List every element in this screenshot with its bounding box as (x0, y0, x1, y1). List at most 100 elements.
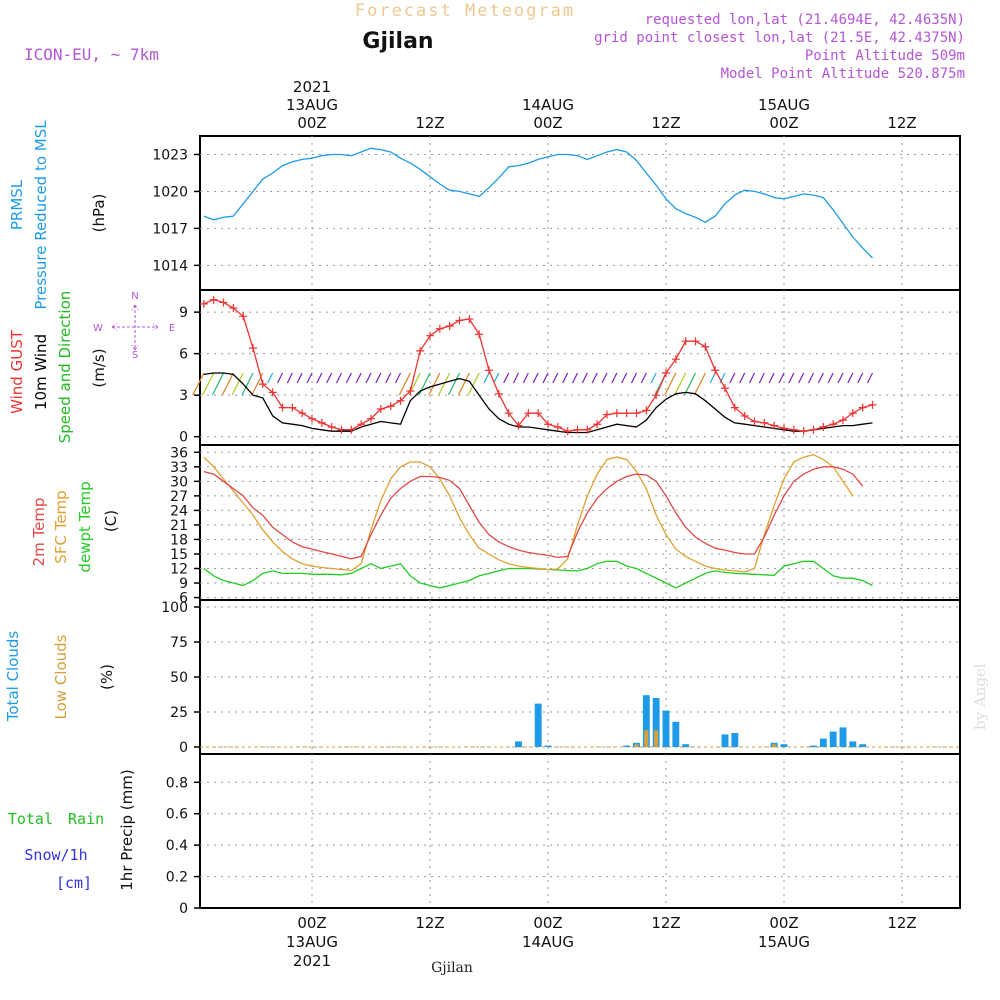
wind-direction-arrow (385, 372, 392, 384)
wind-direction-arrow (768, 372, 775, 384)
panel-frame-0 (199, 135, 961, 291)
wind-ylabel: (m/s) (90, 348, 108, 387)
gust-marker (770, 421, 779, 430)
wind-direction-arrow (522, 372, 529, 384)
wind-direction-arrow (493, 372, 500, 384)
wind-direction-arrow (630, 372, 638, 384)
ytick-label: 24 (170, 503, 188, 519)
model-label: ICON-EU, ~ 7km (24, 45, 159, 64)
wind-direction-arrow (276, 372, 284, 384)
wind-direction-arrow (542, 372, 549, 384)
wind-direction-arrow (296, 372, 303, 384)
wind-direction-arrow (866, 372, 874, 384)
gust-marker (376, 405, 385, 414)
gust-marker (229, 303, 238, 312)
wind-direction-arrow (394, 372, 402, 384)
pressure-title-1: PRMSL (8, 179, 26, 230)
wind-direction-arrow (241, 372, 254, 396)
point-altitude: Point Altitude 509m (805, 48, 965, 64)
bottom-date-label: 13AUG (286, 933, 338, 951)
wind-direction-arrow (601, 372, 608, 384)
sfc-temp-title: SFC Temp (52, 490, 70, 563)
gust-marker (848, 409, 857, 418)
wind-direction-arrow (788, 372, 795, 384)
wind-direction-arrow (503, 372, 510, 384)
gust-marker (396, 396, 405, 405)
top-date-label: 14AUG (522, 96, 574, 114)
bottom-time-label: 12Z (415, 914, 444, 932)
compass-rose-icon (111, 304, 159, 351)
wind-direction-arrow (345, 372, 352, 384)
total-clouds-title: Total Clouds (4, 631, 22, 723)
wind-direction-arrow (286, 372, 293, 384)
wind-direction-arrow (267, 372, 274, 384)
total-cloud-bar (652, 698, 660, 747)
wind-direction-arrow (611, 372, 618, 384)
gust-marker (642, 406, 651, 415)
gust-marker (760, 418, 769, 427)
wind-direction-arrow (640, 372, 647, 384)
wind-direction-arrow (827, 372, 834, 384)
gust-marker (691, 337, 700, 346)
gust-marker (485, 366, 493, 375)
total-cloud-bar (810, 745, 817, 747)
gust-marker (268, 388, 277, 397)
wind-direction-arrow (552, 372, 559, 384)
gust-marker (799, 427, 808, 436)
panel-frame-2 (199, 444, 961, 601)
snow-unit: [cm] (56, 874, 92, 892)
gust-marker (445, 321, 454, 330)
wind-direction-arrow (709, 372, 716, 384)
gust-marker (750, 417, 759, 426)
compass-east: E (169, 323, 175, 334)
gust-marker (239, 312, 248, 321)
wind-direction-arrow (483, 372, 490, 384)
wind-direction-arrow (355, 372, 362, 384)
wind-direction-arrow (807, 372, 815, 384)
wind-direction-arrow (664, 372, 677, 396)
total-cloud-bar (849, 741, 857, 747)
wind-direction-arrow (221, 372, 234, 396)
wind-direction-arrow (739, 372, 746, 384)
gust-marker (357, 420, 366, 429)
bottom-time-label: 00Z (297, 914, 326, 932)
gust-marker (701, 342, 710, 351)
wind-direction-arrow (857, 372, 864, 384)
gust-marker (465, 315, 474, 324)
gust-marker (219, 298, 228, 307)
ytick-label: 15 (170, 547, 188, 563)
ytick-label: 36 (170, 445, 188, 461)
total-cloud-bar (544, 745, 552, 747)
wind-direction-arrow (683, 372, 697, 396)
gust-marker (524, 409, 533, 418)
gust-marker (514, 421, 523, 430)
wind-10m-title: 10m Wind (32, 334, 50, 410)
wind-direction-arrow (798, 372, 805, 384)
wind-direction-arrow (650, 372, 657, 384)
bottom-date-label: 14AUG (522, 933, 574, 951)
gust-marker (809, 425, 818, 434)
wind-direction-arrow (748, 372, 756, 384)
wind-speed-line (203, 372, 873, 434)
gust-marker (573, 425, 582, 434)
gust-marker (288, 403, 297, 412)
pressure-ylabel: (hPa) (90, 194, 108, 233)
gust-marker (494, 389, 503, 398)
gust-marker (475, 330, 484, 339)
bottom-time-label: 00Z (769, 914, 798, 932)
temp-ylabel: (C) (102, 510, 120, 532)
low-cloud-bar (634, 744, 639, 747)
bottom-location: Gjilan (431, 960, 473, 976)
pressure-line (203, 147, 873, 259)
total-cloud-bar (642, 695, 650, 747)
ytick-label: 0.8 (166, 775, 188, 791)
gust-marker (563, 427, 572, 436)
total-cloud-bar (672, 721, 680, 747)
wind-direction-arrow (778, 372, 785, 384)
gust-marker (337, 425, 346, 434)
gust-marker (839, 416, 847, 425)
dewpt-title: dewpt Temp (76, 481, 94, 572)
wind-direction-arrow (192, 372, 205, 396)
wind-direction-arrow (591, 372, 598, 384)
panel-frame-1 (199, 289, 961, 446)
